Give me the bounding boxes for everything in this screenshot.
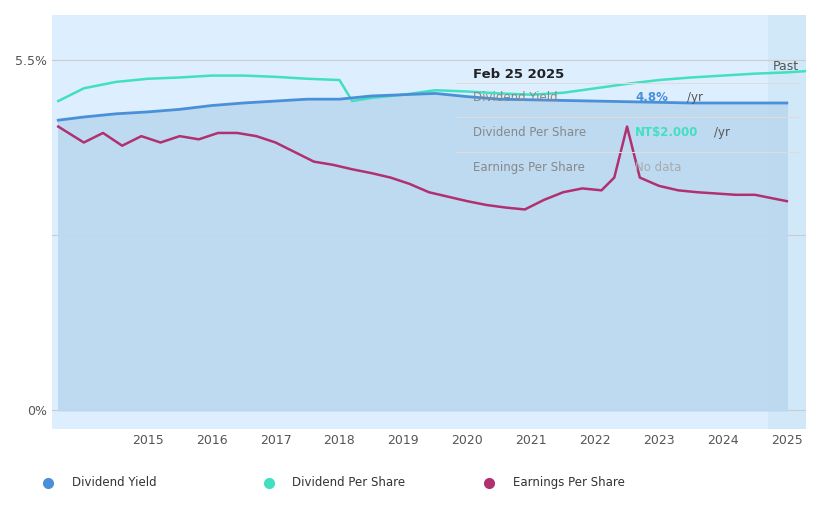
- Text: /yr: /yr: [686, 90, 703, 104]
- Text: Dividend Per Share: Dividend Per Share: [292, 476, 406, 489]
- Text: Earnings Per Share: Earnings Per Share: [473, 161, 585, 174]
- Text: NT$2.000: NT$2.000: [635, 125, 699, 139]
- Text: /yr: /yr: [714, 125, 730, 139]
- Bar: [768, 15, 806, 429]
- Text: Past: Past: [773, 60, 799, 73]
- Text: No data: No data: [635, 161, 681, 174]
- Text: Earnings Per Share: Earnings Per Share: [513, 476, 625, 489]
- Text: 4.8%: 4.8%: [635, 90, 667, 104]
- Text: Dividend Per Share: Dividend Per Share: [473, 125, 586, 139]
- Text: Feb 25 2025: Feb 25 2025: [473, 68, 564, 81]
- Text: Dividend Yield: Dividend Yield: [473, 90, 557, 104]
- Text: Dividend Yield: Dividend Yield: [71, 476, 156, 489]
